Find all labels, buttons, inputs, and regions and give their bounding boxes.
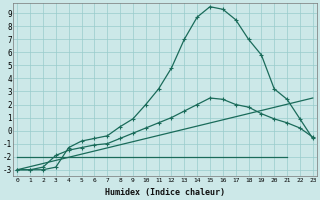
- X-axis label: Humidex (Indice chaleur): Humidex (Indice chaleur): [105, 188, 225, 197]
